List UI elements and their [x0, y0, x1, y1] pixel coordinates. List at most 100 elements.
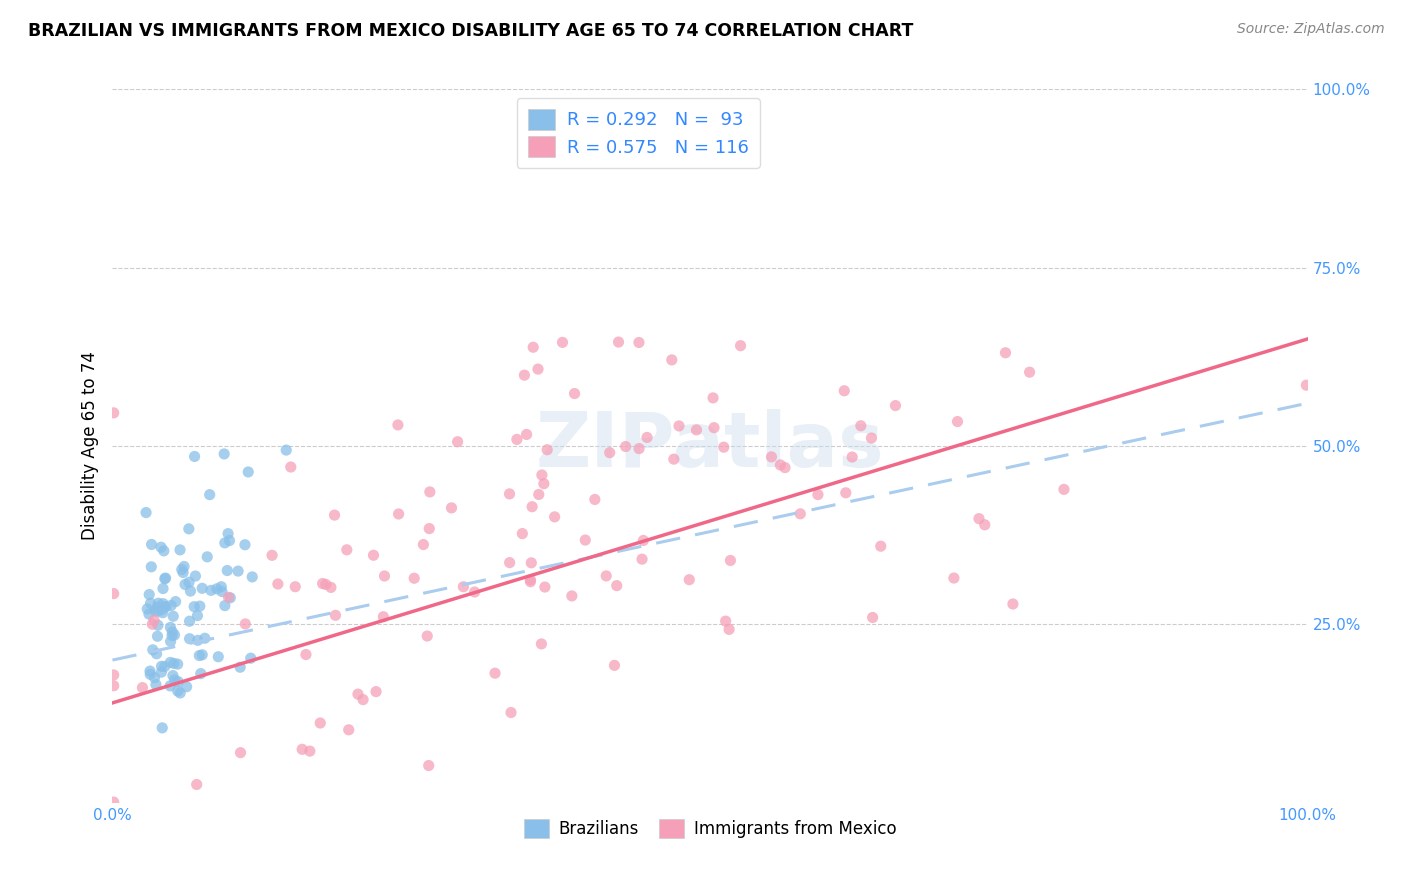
- Point: [773, 460, 796, 475]
- Point: [373, 569, 395, 583]
- Point: [177, 522, 200, 536]
- Point: [143, 613, 166, 627]
- Point: [884, 399, 907, 413]
- Point: [200, 583, 222, 598]
- Point: [761, 450, 783, 464]
- Point: [519, 574, 541, 589]
- Point: [163, 657, 186, 671]
- Point: [143, 604, 166, 618]
- Point: [564, 386, 586, 401]
- Point: [150, 602, 173, 616]
- Point: [170, 562, 193, 576]
- Point: [219, 591, 242, 605]
- Point: [363, 548, 385, 562]
- Point: [769, 458, 792, 472]
- Point: [191, 582, 214, 596]
- Point: [150, 659, 173, 673]
- Point: [498, 556, 520, 570]
- Point: [165, 594, 187, 608]
- Point: [418, 522, 440, 536]
- Point: [599, 445, 621, 459]
- Point: [153, 572, 176, 586]
- Point: [276, 443, 298, 458]
- Point: [159, 656, 181, 670]
- Point: [841, 450, 863, 464]
- Point: [484, 666, 506, 681]
- Point: [262, 549, 284, 563]
- Point: [718, 623, 741, 637]
- Point: [1295, 378, 1317, 392]
- Point: [718, 553, 741, 567]
- Point: [946, 415, 969, 429]
- Point: [135, 506, 157, 520]
- Point: [464, 585, 486, 599]
- Point: [240, 570, 263, 584]
- Point: [835, 485, 858, 500]
- Point: [155, 599, 177, 614]
- Point: [167, 674, 190, 689]
- Point: [150, 665, 173, 680]
- Point: [860, 431, 883, 445]
- Point: [188, 599, 211, 614]
- Point: [179, 614, 201, 628]
- Point: [628, 442, 651, 456]
- Point: [152, 597, 174, 611]
- Point: [229, 746, 252, 760]
- Point: [633, 533, 655, 548]
- Point: [530, 637, 553, 651]
- Point: [162, 609, 184, 624]
- Point: [309, 716, 332, 731]
- Point: [211, 584, 233, 599]
- Point: [412, 537, 434, 551]
- Point: [595, 569, 617, 583]
- Point: [103, 795, 125, 809]
- Point: [298, 744, 321, 758]
- Point: [789, 507, 811, 521]
- Text: ZIPatlas: ZIPatlas: [536, 409, 884, 483]
- Point: [513, 368, 536, 383]
- Point: [212, 447, 235, 461]
- Point: [166, 657, 188, 672]
- Point: [519, 573, 541, 587]
- Point: [159, 679, 181, 693]
- Point: [166, 684, 188, 698]
- Point: [973, 517, 995, 532]
- Point: [239, 651, 262, 665]
- Point: [139, 667, 162, 681]
- Point: [172, 566, 194, 580]
- Point: [143, 671, 166, 685]
- Point: [238, 465, 260, 479]
- Point: [284, 580, 307, 594]
- Point: [832, 384, 855, 398]
- Point: [160, 599, 183, 613]
- Point: [713, 440, 735, 454]
- Point: [162, 624, 184, 639]
- Point: [173, 559, 195, 574]
- Point: [187, 633, 209, 648]
- Point: [862, 610, 884, 624]
- Point: [295, 648, 318, 662]
- Point: [190, 666, 212, 681]
- Point: [527, 487, 550, 501]
- Point: [561, 589, 583, 603]
- Point: [159, 634, 181, 648]
- Point: [291, 742, 314, 756]
- Point: [195, 549, 218, 564]
- Point: [522, 340, 544, 354]
- Point: [527, 362, 550, 376]
- Point: [418, 758, 440, 772]
- Point: [416, 629, 439, 643]
- Point: [142, 642, 165, 657]
- Point: [536, 442, 558, 457]
- Point: [337, 723, 360, 737]
- Point: [627, 335, 650, 350]
- Point: [207, 649, 229, 664]
- Point: [574, 533, 596, 547]
- Point: [387, 417, 409, 432]
- Point: [191, 648, 214, 662]
- Point: [205, 582, 228, 596]
- Point: [387, 507, 409, 521]
- Point: [849, 418, 872, 433]
- Point: [176, 680, 198, 694]
- Point: [146, 629, 169, 643]
